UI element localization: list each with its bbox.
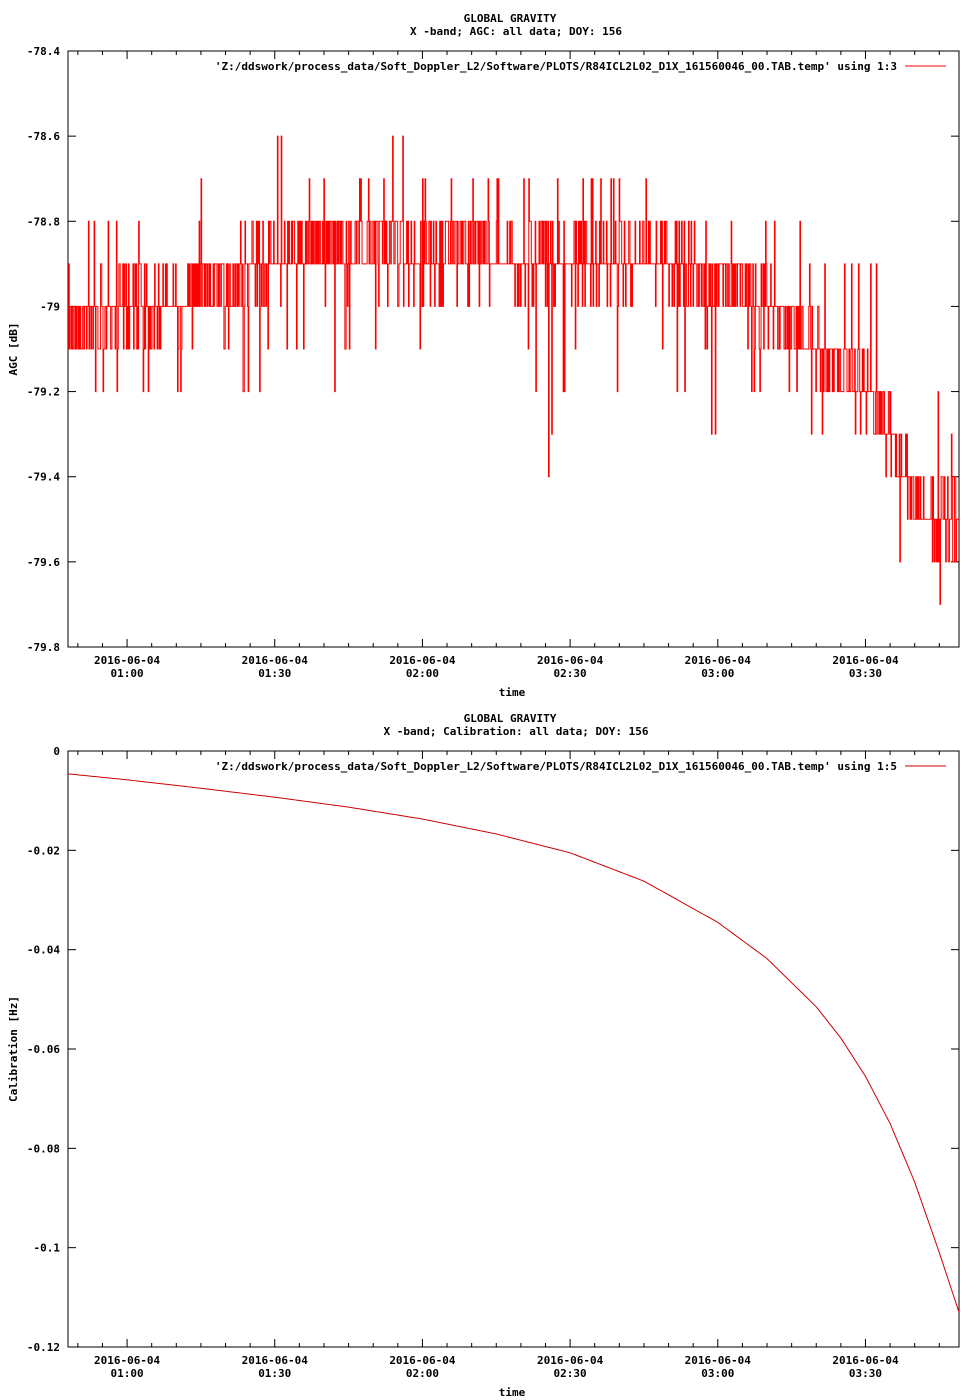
x-tick-label-time: 03:00 (701, 1367, 734, 1380)
x-axis-ticks: 2016-06-0401:002016-06-0401:302016-06-04… (77, 51, 940, 680)
x-tick-label-time: 03:00 (701, 667, 734, 680)
x-axis-label: time (499, 1386, 526, 1399)
x-tick-label-time: 01:00 (111, 1367, 144, 1380)
y-tick-label: -78.4 (27, 45, 60, 58)
x-tick-label-time: 03:30 (849, 1367, 882, 1380)
chart-subtitle: X -band; AGC: all data; DOY: 156 (410, 25, 622, 38)
y-tick-label: -78.8 (27, 215, 60, 228)
x-tick-label-date: 2016-06-04 (389, 1354, 456, 1367)
y-axis-label: AGC [dB] (7, 323, 20, 376)
chart-title: GLOBAL GRAVITY (464, 712, 557, 725)
x-tick-label-time: 03:30 (849, 667, 882, 680)
x-tick-label-date: 2016-06-04 (685, 1354, 752, 1367)
agc-series (68, 135, 959, 605)
y-tick-label: -79.2 (27, 386, 60, 399)
y-tick-label: -79 (40, 300, 60, 313)
agc-chart: GLOBAL GRAVITY X -band; AGC: all data; D… (7, 12, 960, 699)
x-tick-label-time: 02:30 (554, 1367, 587, 1380)
x-tick-label-date: 2016-06-04 (537, 1354, 604, 1367)
calibration-line (67, 773, 960, 1313)
x-tick-label-date: 2016-06-04 (389, 654, 456, 667)
x-tick-label-date: 2016-06-04 (242, 1354, 309, 1367)
x-tick-label-date: 2016-06-04 (242, 654, 309, 667)
x-axis-ticks: 2016-06-0401:002016-06-0401:302016-06-04… (77, 751, 940, 1380)
y-tick-label: 0 (53, 745, 60, 758)
x-tick-label-time: 01:30 (258, 667, 291, 680)
y-tick-label: -78.6 (27, 130, 60, 143)
y-tick-label: -0.04 (27, 944, 60, 957)
agc-trace (68, 135, 959, 605)
x-tick-label-date: 2016-06-04 (94, 1354, 161, 1367)
plot-frame (67, 750, 960, 1348)
x-tick-label-time: 02:00 (406, 1367, 439, 1380)
y-tick-label: -0.12 (27, 1341, 60, 1354)
legend-label: 'Z:/ddswork/process_data/Soft_Doppler_L2… (215, 60, 897, 73)
x-tick-label-time: 01:00 (111, 667, 144, 680)
y-tick-label: -0.06 (27, 1043, 60, 1056)
y-tick-label: -0.08 (27, 1142, 60, 1155)
x-tick-label-date: 2016-06-04 (94, 654, 161, 667)
chart-title: GLOBAL GRAVITY (464, 12, 557, 25)
y-tick-label: -0.02 (27, 844, 60, 857)
x-tick-label-date: 2016-06-04 (832, 1354, 899, 1367)
calibration-chart: GLOBAL GRAVITY X -band; Calibration: all… (7, 712, 960, 1399)
y-tick-label: -79.6 (27, 556, 60, 569)
x-axis-label: time (499, 686, 526, 699)
legend: 'Z:/ddswork/process_data/Soft_Doppler_L2… (215, 60, 946, 73)
y-tick-label: -0.1 (34, 1242, 61, 1255)
x-tick-label-date: 2016-06-04 (537, 654, 604, 667)
y-axis-ticks: 0 -0.02 -0.04 -0.06 -0.08 -0.1 -0.12 (27, 745, 959, 1354)
legend: 'Z:/ddswork/process_data/Soft_Doppler_L2… (215, 760, 946, 773)
y-tick-label: -79.4 (27, 471, 60, 484)
x-tick-label-time: 01:30 (258, 1367, 291, 1380)
y-axis-label: Calibration [Hz] (7, 996, 20, 1102)
x-tick-label-date: 2016-06-04 (685, 654, 752, 667)
x-tick-label-time: 02:30 (554, 667, 587, 680)
chart-subtitle: X -band; Calibration: all data; DOY: 156 (384, 725, 649, 738)
x-tick-label-time: 02:00 (406, 667, 439, 680)
calibration-series (67, 773, 960, 1313)
legend-label: 'Z:/ddswork/process_data/Soft_Doppler_L2… (215, 760, 897, 773)
x-tick-label-date: 2016-06-04 (832, 654, 899, 667)
y-tick-label: -79.8 (27, 641, 60, 654)
